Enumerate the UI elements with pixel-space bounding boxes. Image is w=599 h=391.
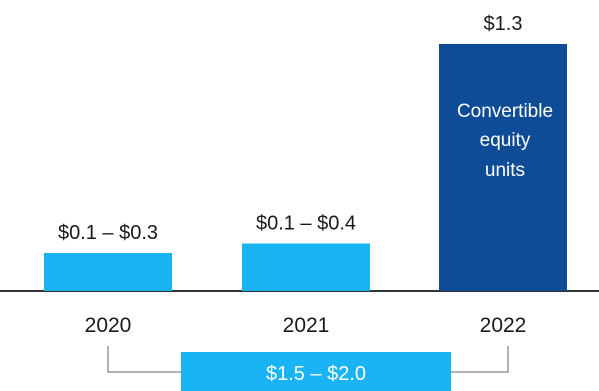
bar-2020 <box>44 253 172 291</box>
data-label-2022: $1.3 <box>484 13 523 35</box>
data-label-2020: $0.1 – $0.3 <box>58 222 158 244</box>
in-bar-annotation-line-1: Convertible <box>457 101 553 122</box>
bar-2021 <box>242 243 370 291</box>
in-bar-annotation-line-2: equity <box>480 130 531 151</box>
total-bracket-right <box>451 346 509 373</box>
data-label-2021: $0.1 – $0.4 <box>256 213 356 235</box>
total-range-label: $1.5 – $2.0 <box>266 363 366 385</box>
total-range-box <box>181 352 451 391</box>
total-bracket-left <box>107 346 181 373</box>
x-tick-2020: 2020 <box>85 314 132 337</box>
bar-2022 <box>439 44 567 291</box>
in-bar-annotation-line-3: units <box>485 160 525 181</box>
x-tick-2022: 2022 <box>480 314 527 337</box>
x-tick-2021: 2021 <box>283 314 330 337</box>
